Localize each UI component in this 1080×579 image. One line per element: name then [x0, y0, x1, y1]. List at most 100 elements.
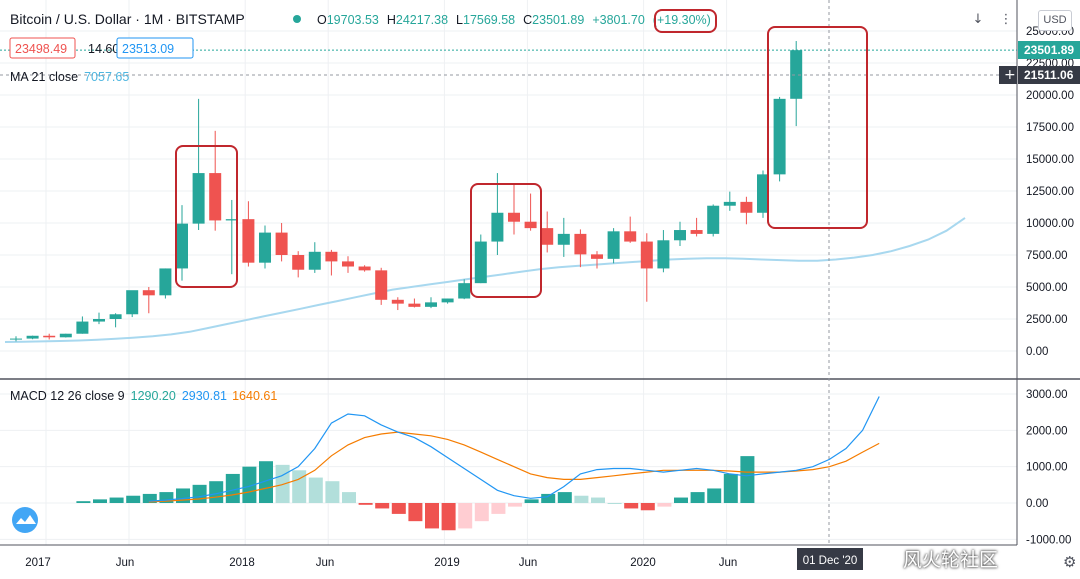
- macd-histogram-bar: [591, 497, 605, 503]
- gear-icon[interactable]: ⚙: [1063, 553, 1076, 571]
- more-options-icon[interactable]: ⋮: [999, 12, 1013, 27]
- candle-2017-09[interactable]: [142, 287, 155, 314]
- candle-body: [690, 230, 703, 234]
- candle-2019-03[interactable]: [441, 298, 454, 304]
- candle-body: [425, 302, 437, 307]
- ask-box[interactable]: [116, 37, 194, 59]
- candle-2018-11[interactable]: [375, 267, 388, 305]
- candle-2020-05[interactable]: [674, 221, 686, 247]
- candle-2018-09[interactable]: [342, 256, 354, 273]
- candle-2019-12[interactable]: [591, 251, 603, 269]
- candle-body: [142, 290, 155, 296]
- macd-histogram-bar: [375, 503, 390, 509]
- candle-body: [375, 270, 388, 300]
- candle-2020-03[interactable]: [640, 233, 653, 302]
- c-label: C: [523, 13, 532, 27]
- ohlc-legend: O19703.53 H24217.38 L17569.58 C23501.89 +380…: [317, 13, 711, 27]
- candle-body: [557, 233, 570, 245]
- ma-legend[interactable]: MA 21 close 7057.65: [10, 70, 129, 84]
- candle-2020-07[interactable]: [707, 204, 720, 237]
- macd-histogram-bar: [342, 492, 356, 503]
- candle-2019-02[interactable]: [425, 297, 437, 309]
- down-arrow-icon[interactable]: ↓: [972, 12, 984, 27]
- candle-body: [358, 266, 371, 271]
- candle-body: [159, 268, 172, 296]
- candle-2017-04[interactable]: [59, 333, 72, 338]
- candle-2019-06[interactable]: [491, 173, 504, 255]
- candle-2019-08[interactable]: [524, 193, 537, 231]
- candles: [10, 41, 803, 342]
- last-price-tag: 23501.89: [1024, 43, 1074, 57]
- candle-2020-06[interactable]: [690, 217, 703, 237]
- candle-2020-11[interactable]: [773, 96, 786, 182]
- candle-2017-08[interactable]: [126, 290, 139, 318]
- candle-2017-05[interactable]: [76, 316, 89, 334]
- price-tick-label: 10000.00: [1026, 218, 1074, 230]
- candle-2018-06[interactable]: [292, 251, 305, 278]
- candle-2017-12[interactable]: [192, 98, 205, 231]
- candle-2017-07[interactable]: [109, 313, 122, 328]
- candle-2018-03[interactable]: [242, 201, 255, 267]
- candle-2017-10[interactable]: [159, 268, 172, 299]
- candle-2018-01[interactable]: [209, 130, 222, 231]
- candle-2017-03[interactable]: [43, 333, 56, 340]
- macd-histogram-bar: [474, 503, 489, 522]
- macd-histogram-bar: [391, 503, 406, 514]
- time-tag-bg: [797, 548, 863, 570]
- candle-2018-08[interactable]: [325, 249, 338, 276]
- time-tag: 01 Dec '20: [803, 555, 858, 567]
- candle-2018-05[interactable]: [275, 223, 288, 262]
- candle-body: [674, 230, 686, 241]
- currency-button[interactable]: USD: [1038, 10, 1072, 31]
- candle-body: [574, 233, 587, 255]
- candle-2019-01[interactable]: [408, 298, 421, 308]
- candle-2020-02[interactable]: [624, 216, 637, 243]
- cursor-price-tag-bg: [1018, 66, 1080, 84]
- o-label: O: [317, 13, 327, 27]
- candle-2020-12[interactable]: [790, 41, 803, 127]
- candle-body: [757, 174, 769, 213]
- candle-body: [76, 321, 89, 334]
- candle-2018-04[interactable]: [259, 225, 271, 269]
- candle-2017-02[interactable]: [26, 335, 39, 340]
- candle-2018-07[interactable]: [308, 242, 321, 273]
- candle-2020-01[interactable]: [607, 228, 620, 264]
- candle-2018-10[interactable]: [358, 265, 371, 272]
- add-plus-button[interactable]: [999, 66, 1017, 84]
- price-tick-label: 15000.00: [1026, 154, 1074, 166]
- candle-2019-10[interactable]: [557, 217, 570, 257]
- candle-2020-08[interactable]: [723, 191, 736, 211]
- candle-2017-01[interactable]: [10, 336, 22, 342]
- macd-histogram-bar: [557, 492, 572, 503]
- candle-2019-11[interactable]: [574, 229, 587, 268]
- candle-2017-11[interactable]: [176, 205, 188, 281]
- candle-2018-02[interactable]: [225, 199, 238, 275]
- macd-legend[interactable]: MACD 12 26 close 9 1290.20 2930.81 1640.61: [10, 389, 277, 403]
- candle-2020-10[interactable]: [757, 170, 769, 218]
- price-tick-label: 17500.00: [1026, 122, 1074, 134]
- h-value: 24217.38: [396, 13, 448, 27]
- candle-2020-09[interactable]: [740, 196, 753, 225]
- cloud-logo-icon[interactable]: [12, 507, 38, 533]
- macd-histogram-bar: [308, 477, 323, 503]
- candle-2019-05[interactable]: [474, 234, 487, 284]
- ask-price[interactable]: 23513.09: [122, 42, 174, 56]
- macd-histogram-bar: [458, 503, 473, 529]
- macd-histogram-bar: [508, 503, 522, 507]
- bid-price[interactable]: 23498.49: [15, 42, 67, 56]
- candle-2018-12[interactable]: [391, 297, 404, 311]
- candle-2019-04[interactable]: [458, 279, 471, 300]
- candle-2017-06[interactable]: [93, 312, 105, 325]
- candle-2019-09[interactable]: [541, 211, 554, 253]
- plus-icon[interactable]: +: [1004, 67, 1016, 83]
- macd-histogram-bar: [607, 503, 622, 504]
- bid-box[interactable]: [9, 37, 76, 59]
- watermark: 风火轮社区: [873, 546, 1073, 574]
- macd-tick-label: 2000.00: [1026, 425, 1068, 437]
- ma-label: MA 21 close: [10, 70, 78, 84]
- candle-2019-07[interactable]: [508, 183, 520, 235]
- c-value: 23501.89: [532, 13, 584, 27]
- candle-2020-04[interactable]: [657, 230, 670, 273]
- macd-histogram-bar: [441, 503, 456, 531]
